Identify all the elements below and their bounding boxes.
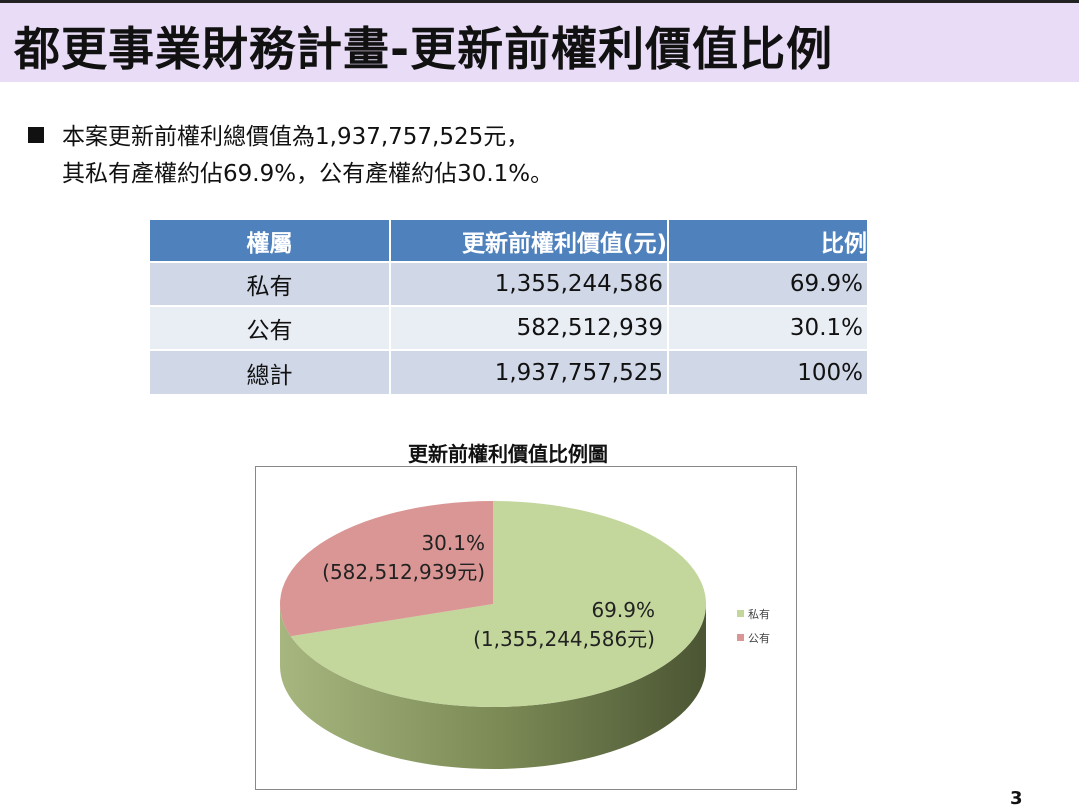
summary-line-2: 其私有產權約佔69.9%，公有產權約佔30.1%。: [62, 161, 554, 187]
pie-slice-公有: [280, 501, 493, 637]
summary-line-1: 本案更新前權利總價值為1,937,757,525元，: [62, 124, 530, 150]
chart-frame: [255, 466, 797, 790]
legend-label: 公有: [748, 631, 770, 645]
data-label-pct: 69.9%: [591, 598, 655, 622]
cell-ownership: 私有: [150, 261, 391, 306]
header-ownership: 權屬: [150, 220, 391, 262]
cell-ownership: 總計: [150, 349, 391, 394]
cell-value: 582,512,939: [390, 305, 669, 350]
cell-ratio: 100%: [668, 349, 869, 394]
data-label-value: (1,355,244,586元): [473, 627, 655, 651]
table-row: 總計 1,937,757,525 100%: [150, 349, 869, 394]
chart-title: 更新前權利價值比例圖: [408, 442, 608, 466]
table-header: 權屬 更新前權利價值(元) 比例: [150, 220, 869, 262]
page-title: 都更事業財務計畫-更新前權利價值比例: [14, 22, 834, 76]
header-value: 更新前權利價值(元): [390, 220, 669, 262]
value-table: 權屬 更新前權利價值(元) 比例 私有 1,355,244,586 69.9% …: [150, 220, 869, 394]
table-row: 私有 1,355,244,586 69.9%: [150, 261, 869, 306]
cell-ratio: 30.1%: [668, 305, 869, 350]
header-ratio: 比例: [668, 220, 869, 262]
cell-value: 1,355,244,586: [390, 261, 669, 306]
data-label-value: (582,512,939元): [322, 560, 485, 584]
cell-ownership: 公有: [150, 305, 391, 350]
bullet-square-icon: [28, 127, 44, 143]
cell-ratio: 69.9%: [668, 261, 869, 306]
cell-value: 1,937,757,525: [390, 349, 669, 394]
title-bar: 都更事業財務計畫-更新前權利價值比例: [0, 0, 1079, 82]
pie-side: [280, 604, 706, 769]
table-row: 公有 582,512,939 30.1%: [150, 305, 869, 350]
legend-label: 私有: [748, 607, 770, 621]
legend-swatch: [737, 634, 744, 641]
page-number: 3: [1010, 788, 1023, 809]
legend-swatch: [737, 610, 744, 617]
pie-slice-私有: [290, 501, 706, 707]
data-label-pct: 30.1%: [421, 531, 485, 555]
